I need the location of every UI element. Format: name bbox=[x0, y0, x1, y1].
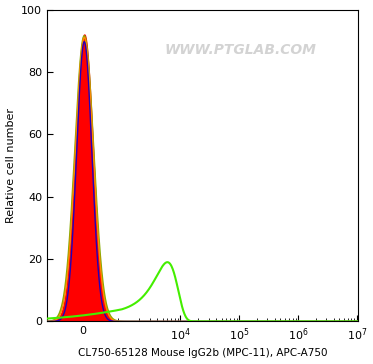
Text: WWW.PTGLAB.COM: WWW.PTGLAB.COM bbox=[164, 43, 316, 57]
X-axis label: CL750-65128 Mouse IgG2b (MPC-11), APC-A750: CL750-65128 Mouse IgG2b (MPC-11), APC-A7… bbox=[78, 348, 327, 359]
Y-axis label: Relative cell number: Relative cell number bbox=[6, 108, 16, 223]
